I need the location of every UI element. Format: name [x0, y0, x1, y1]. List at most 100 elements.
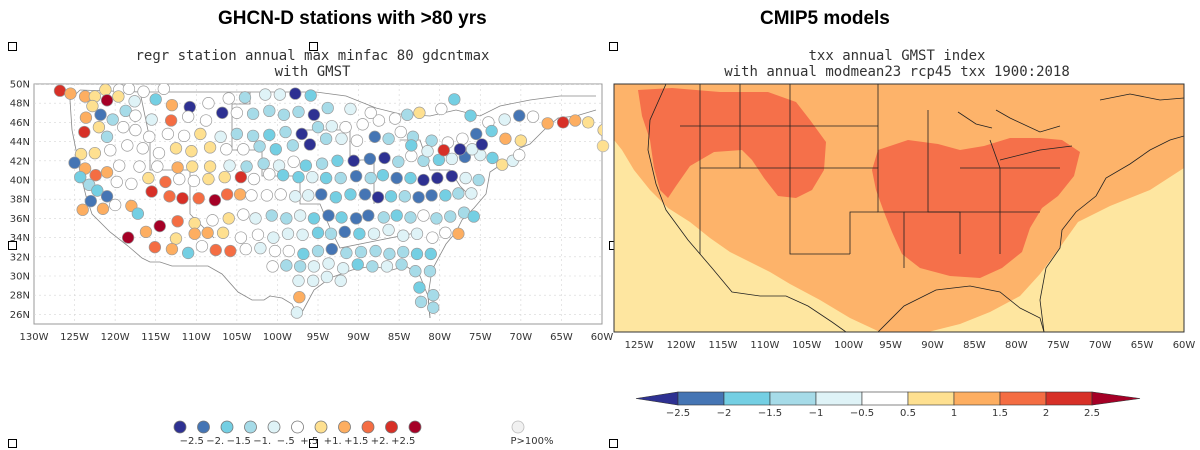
- station-marker: [74, 147, 88, 161]
- station-marker: [319, 171, 333, 185]
- station-marker: [421, 145, 434, 158]
- station-marker: [240, 160, 253, 173]
- right-map-title-line1: txx annual GMST index: [808, 48, 986, 64]
- station-marker: [192, 192, 205, 205]
- selection-handle-middle-left[interactable]: [8, 241, 17, 250]
- station-marker: [425, 134, 438, 147]
- station-marker: [142, 171, 155, 185]
- station-markers: [53, 84, 602, 319]
- lat-label: 30N: [10, 272, 30, 283]
- station-marker: [289, 190, 302, 203]
- station-marker: [390, 209, 403, 222]
- legend-label: −1.: [253, 436, 271, 447]
- station-marker: [122, 84, 136, 95]
- station-marker: [206, 214, 219, 227]
- legend-label: +1.5: [344, 436, 368, 447]
- station-marker: [335, 132, 348, 145]
- selection-handle-bottom-right[interactable]: [609, 439, 618, 448]
- station-marker: [325, 242, 338, 256]
- station-marker: [475, 138, 489, 151]
- station-marker: [311, 244, 325, 258]
- right-lon-label: 75W: [1047, 340, 1070, 351]
- station-legend: −2.5 −2. −1.5 −1. −.5 +.5 +1. +1.5 +2. +2.5 P>100%: [173, 420, 554, 447]
- station-marker: [453, 143, 467, 156]
- station-marker: [472, 173, 485, 187]
- colorbar-label: 1: [951, 408, 957, 419]
- station-marker: [100, 130, 114, 143]
- station-marker: [281, 227, 295, 240]
- station-marker: [397, 245, 410, 259]
- station-marker: [410, 247, 424, 261]
- station-marker: [329, 191, 343, 204]
- station-marker: [268, 244, 282, 258]
- station-marker: [347, 154, 360, 167]
- station-marker: [376, 169, 390, 182]
- right-lon-label: 125W: [625, 340, 654, 351]
- station-marker: [230, 106, 244, 119]
- station-marker: [292, 105, 305, 118]
- station-marker: [414, 295, 428, 309]
- station-marker: [430, 212, 443, 225]
- legend-swatch: [173, 420, 187, 434]
- lat-label: 40N: [10, 176, 30, 187]
- station-marker: [459, 171, 472, 185]
- station-marker: [499, 132, 512, 145]
- selection-handle-top-left[interactable]: [8, 42, 17, 51]
- station-marker: [276, 169, 290, 182]
- station-marker: [246, 107, 260, 120]
- station-marker: [202, 172, 215, 186]
- station-marker: [139, 225, 153, 238]
- station-marker: [239, 242, 252, 256]
- legend-label: +.5: [300, 436, 318, 447]
- station-marker: [129, 109, 142, 122]
- station-marker: [315, 188, 328, 201]
- lat-label: 46N: [10, 118, 30, 129]
- station-marker: [513, 148, 526, 162]
- legend-swatch: [361, 420, 375, 434]
- station-marker: [129, 123, 142, 137]
- station-marker: [425, 189, 438, 202]
- station-marker: [202, 97, 215, 110]
- selection-handle-bottom-left[interactable]: [8, 439, 17, 448]
- station-marker: [245, 189, 258, 202]
- station-marker: [498, 113, 511, 126]
- station-marker: [445, 170, 459, 183]
- colorbar-arrow-low: [635, 391, 679, 406]
- station-marker: [136, 142, 149, 155]
- station-marker: [364, 171, 377, 185]
- station-marker: [427, 289, 440, 302]
- station-marker: [358, 188, 372, 201]
- station-marker: [384, 190, 398, 203]
- station-marker: [350, 134, 364, 147]
- station-marker: [307, 212, 321, 225]
- left-map-title-line1: regr station annual max minfac 80 gdcntm…: [135, 48, 490, 64]
- station-marker: [437, 144, 450, 157]
- station-marker: [452, 227, 465, 240]
- lon-label: 100W: [263, 332, 292, 343]
- station-marker: [251, 228, 265, 241]
- station-marker: [417, 173, 430, 187]
- station-marker: [267, 231, 280, 244]
- selection-handle-top-middle[interactable]: [309, 42, 318, 51]
- lon-label: 115W: [141, 332, 170, 343]
- station-marker: [292, 274, 305, 287]
- station-marker: [417, 209, 430, 222]
- selection-handle-top-right[interactable]: [609, 42, 618, 51]
- station-marker: [169, 232, 183, 245]
- station-marker: [237, 143, 250, 156]
- colorbar-segment: [861, 391, 909, 406]
- legend-swatch: [291, 420, 304, 434]
- station-marker: [121, 139, 134, 152]
- station-marker: [513, 109, 526, 122]
- station-marker: [377, 211, 390, 224]
- selection-handle-bottom-middle[interactable]: [309, 439, 318, 448]
- station-marker: [394, 125, 407, 139]
- right-map-title: txx annual GMST index with annual modmea…: [612, 48, 1182, 80]
- station-marker: [143, 130, 156, 143]
- station-marker: [467, 210, 480, 223]
- station-marker: [356, 118, 369, 131]
- station-marker: [405, 139, 418, 152]
- station-marker: [322, 257, 335, 270]
- station-marker: [302, 189, 315, 202]
- right-lon-label: 115W: [708, 340, 737, 351]
